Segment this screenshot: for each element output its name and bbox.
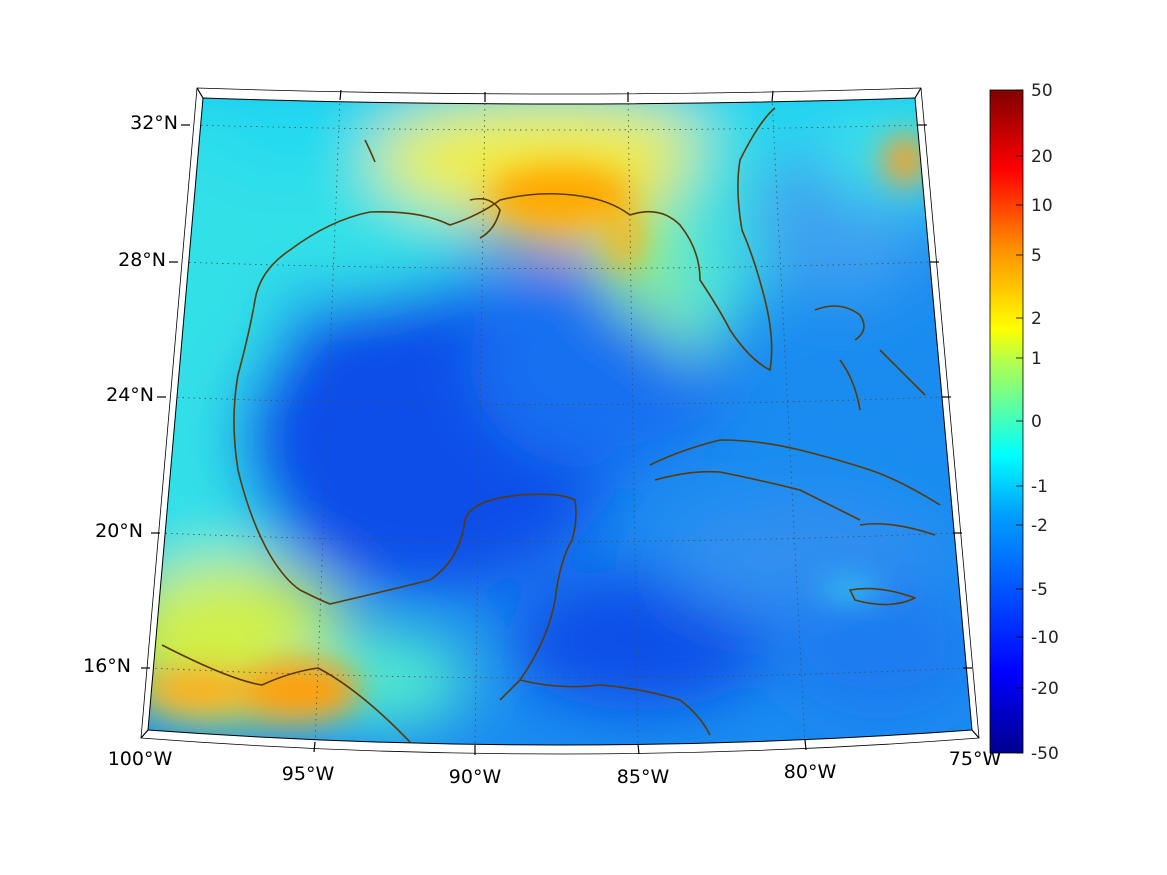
lon-label-90: 90°W xyxy=(449,766,502,788)
colorbar-gradient xyxy=(989,89,1024,754)
colorbar-label: -1 xyxy=(1031,477,1048,497)
colorbar-label: 2 xyxy=(1031,309,1042,329)
colorbar-label: -10 xyxy=(1031,628,1059,648)
colorbar-label: 1 xyxy=(1031,349,1042,369)
lon-label-100: 100°W xyxy=(108,748,173,770)
colorbar-label: -2 xyxy=(1031,516,1048,536)
colorbar-label: 0 xyxy=(1031,412,1042,432)
heatmap-field xyxy=(148,98,972,745)
colorbar-label: -20 xyxy=(1031,679,1059,699)
colorbar-label: 20 xyxy=(1031,147,1053,167)
map-frame xyxy=(140,87,980,755)
colorbar-label: 50 xyxy=(1031,81,1053,101)
colorbar-label: 5 xyxy=(1031,246,1042,266)
lat-label-32: 32°N xyxy=(130,112,178,134)
graticule xyxy=(149,98,964,745)
lon-label-85: 85°W xyxy=(617,766,670,788)
colorbar-label: -5 xyxy=(1031,580,1048,600)
lon-label-80: 80°W xyxy=(784,761,837,783)
lon-label-75: 75°W xyxy=(949,748,1002,770)
lon-tick-labels: 100°W 95°W 90°W 85°W 80°W 75°W xyxy=(108,748,1002,788)
lat-label-28: 28°N xyxy=(118,249,166,271)
lon-label-95: 95°W xyxy=(282,763,335,785)
colorbar-label: -50 xyxy=(1031,744,1059,764)
lat-label-20: 20°N xyxy=(95,520,143,542)
lat-label-24: 24°N xyxy=(106,384,154,406)
coastlines xyxy=(161,107,941,743)
lat-tick-labels: 32°N 28°N 24°N 20°N 16°N xyxy=(83,112,178,677)
lat-label-16: 16°N xyxy=(83,655,131,677)
colorbar-label: 10 xyxy=(1031,196,1053,216)
